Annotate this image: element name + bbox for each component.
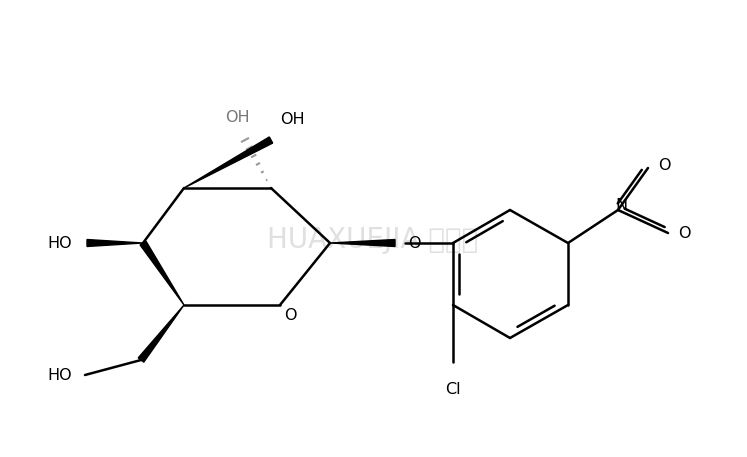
Text: O: O xyxy=(678,225,690,240)
Text: O: O xyxy=(284,308,297,323)
Text: HUAXUEJIA 化学加: HUAXUEJIA 化学加 xyxy=(267,226,479,254)
Polygon shape xyxy=(87,239,143,246)
Text: OH: OH xyxy=(280,112,305,128)
Text: HO: HO xyxy=(47,235,72,250)
Text: OH: OH xyxy=(225,111,249,126)
Text: O: O xyxy=(408,235,421,250)
Polygon shape xyxy=(184,137,273,188)
Text: N: N xyxy=(615,198,627,213)
Text: HO: HO xyxy=(47,367,72,383)
Text: Cl: Cl xyxy=(445,383,461,398)
Polygon shape xyxy=(138,305,184,362)
Polygon shape xyxy=(140,241,184,305)
Text: O: O xyxy=(658,159,671,174)
Polygon shape xyxy=(330,239,395,246)
